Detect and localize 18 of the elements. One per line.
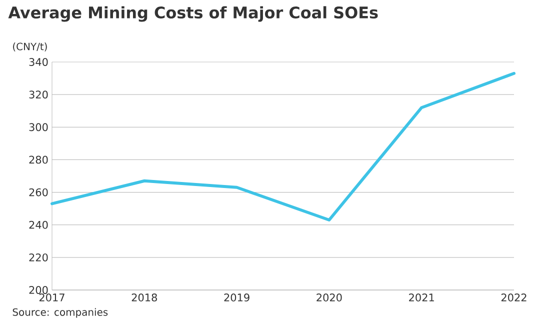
y-tick-label: 260 (29, 188, 48, 196)
x-tick-label: 2020 (316, 294, 342, 302)
line-series (50, 72, 516, 222)
x-tick-label: 2017 (39, 294, 64, 302)
y-tick-label: 240 (29, 220, 48, 229)
y-tick-label: 300 (29, 123, 48, 132)
x-tick-label: 2021 (409, 294, 434, 302)
x-tick-label: 2018 (132, 294, 157, 302)
y-tick-label: 280 (29, 156, 48, 164)
y-tick-label: 320 (29, 90, 48, 99)
x-tick-label: 2022 (501, 294, 526, 302)
y-tick-label: 220 (29, 253, 48, 262)
source-note: Source: companies (12, 308, 108, 318)
chart-title: Average Mining Costs of Major Coal SOEs (8, 6, 378, 22)
y-axis-title: (CNY/t) (13, 42, 47, 52)
y-tick-label: 340 (29, 58, 48, 66)
x-tick-label: 2019 (224, 294, 250, 302)
y-tick-label: 200 (29, 286, 48, 294)
